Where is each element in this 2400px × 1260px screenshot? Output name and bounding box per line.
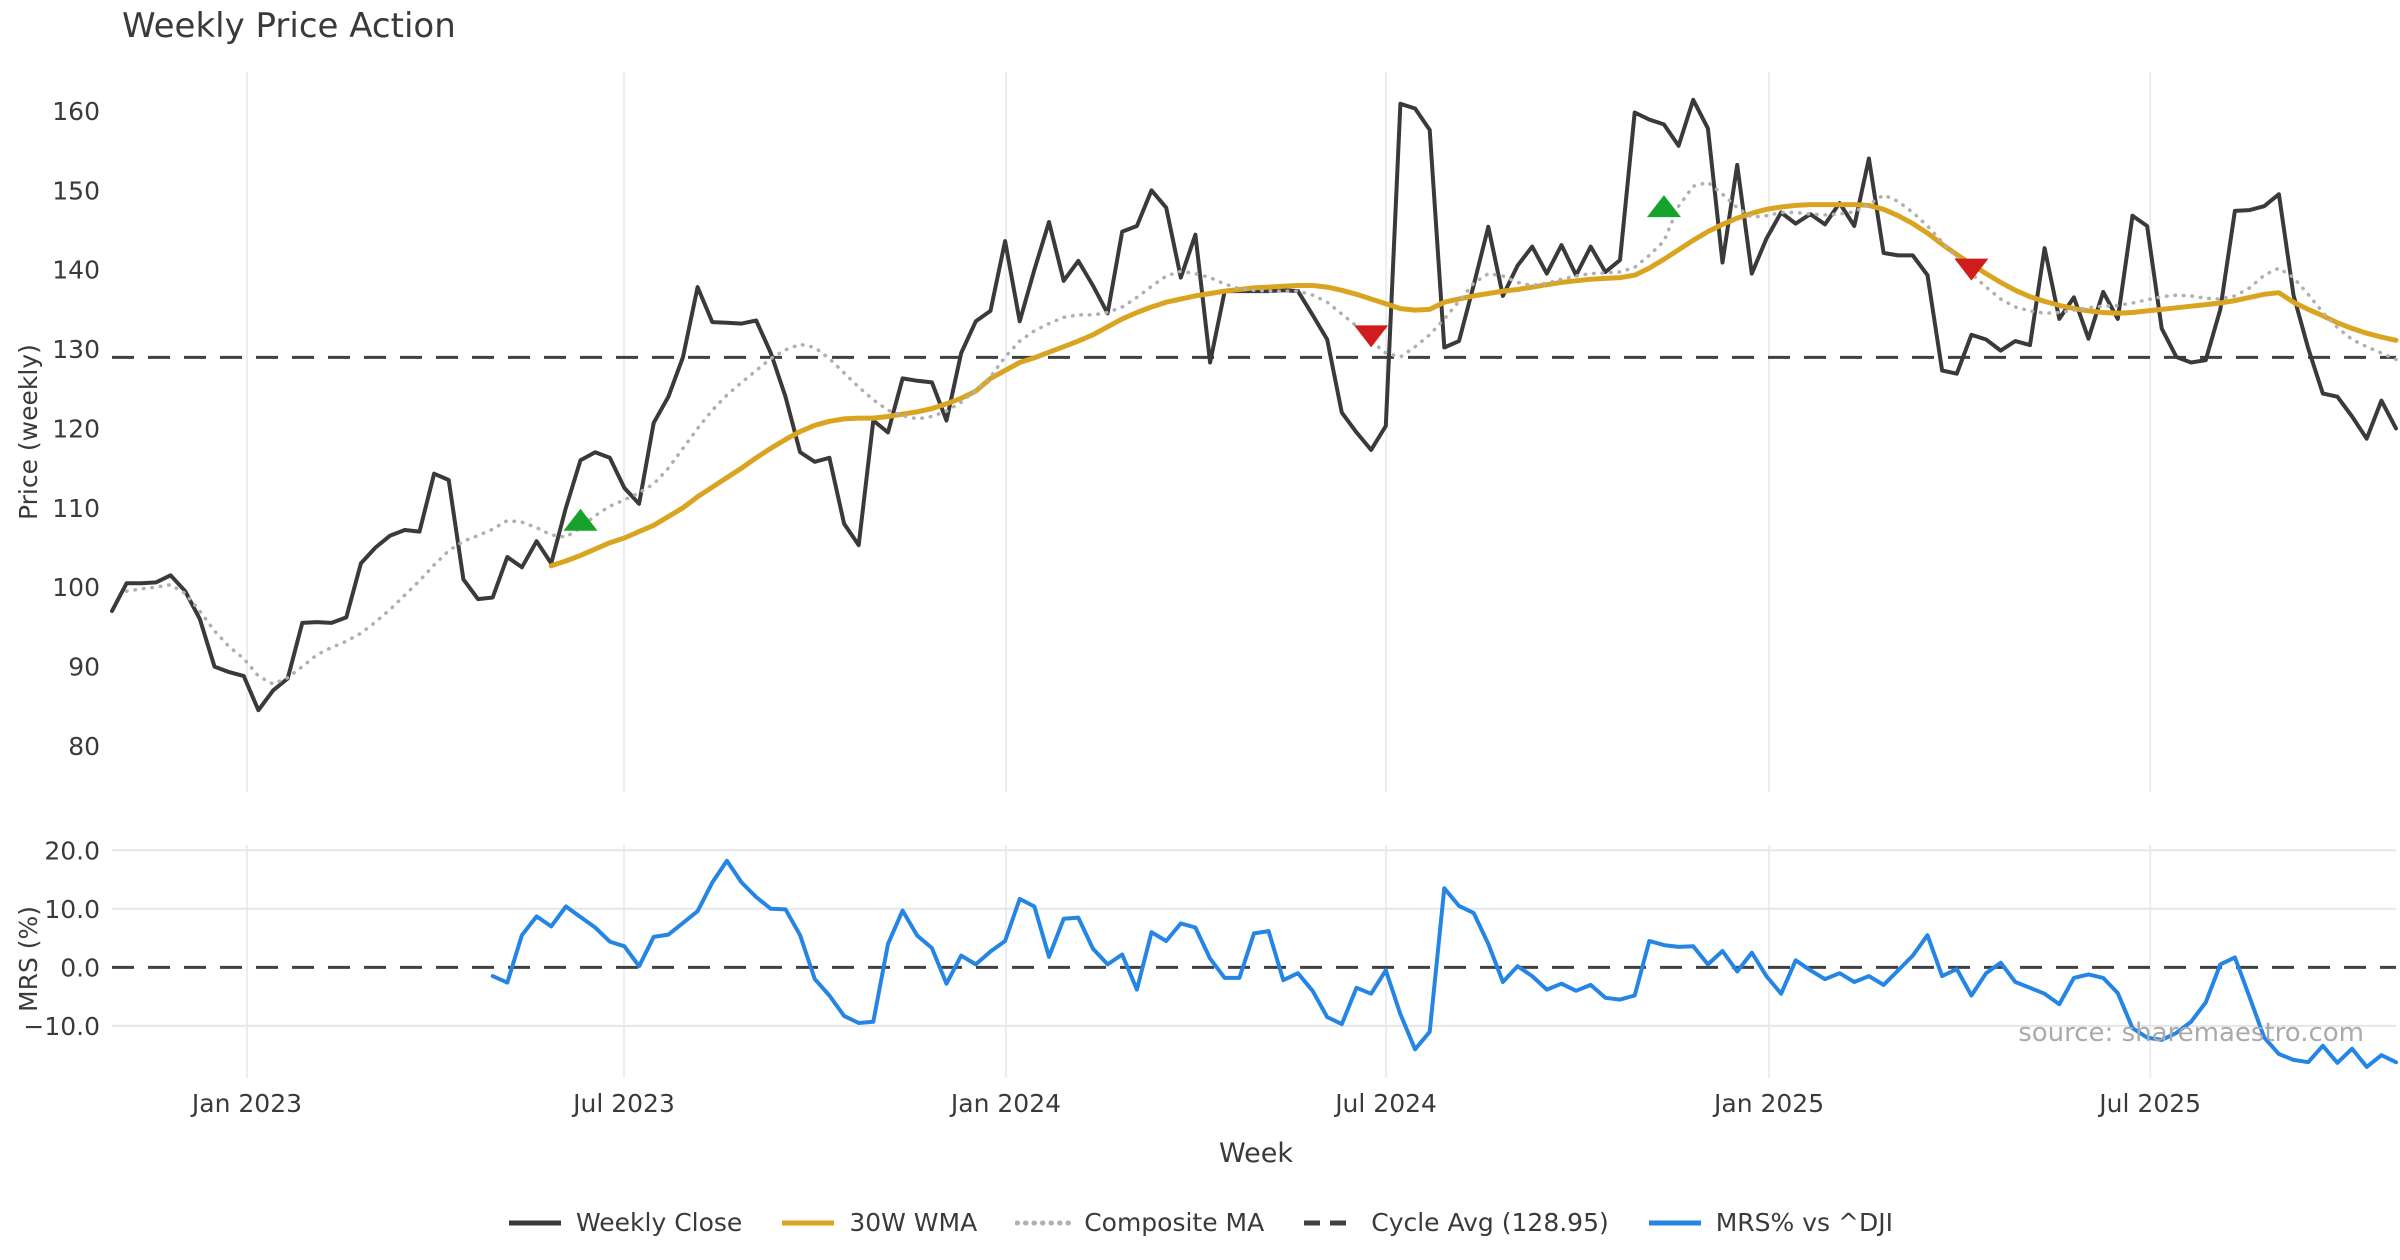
data-series [110, 97, 2399, 1069]
axis-ticks: Jan 2023 Jul 2023 Jan 2024 Jul 2024 Jan 2025… [23, 97, 2201, 1118]
x-tick-label: Jul 2025 [2097, 1089, 2201, 1118]
sell-marker-icon [1354, 325, 1389, 348]
y-tick-label: 130 [52, 335, 100, 364]
series-weekly-close [110, 97, 2398, 713]
legend-label: Composite MA [1084, 1208, 1265, 1237]
x-tick-label: Jan 2023 [190, 1089, 302, 1118]
y-tick-label: 110 [52, 494, 100, 523]
price-axis-label: Price (weekly) [14, 344, 43, 520]
legend-swatch-dotted-icon [1015, 1220, 1072, 1225]
y-tick-label: 150 [52, 176, 100, 205]
x-axis-label: Week [1219, 1138, 1293, 1169]
x-tick-label: Jul 2024 [1333, 1089, 1437, 1118]
legend-item: Weekly Close [507, 1208, 742, 1237]
series-30w-wma [548, 202, 2399, 569]
y-tick-label: 10.0 [44, 895, 100, 924]
series-composite-ma [124, 180, 2398, 686]
x-tick-label: Jan 2025 [1712, 1089, 1824, 1118]
y-tick-label: 100 [52, 573, 100, 602]
buy-marker-icon [563, 508, 598, 531]
buy-marker-icon [1646, 195, 1681, 218]
legend-swatch-solid-icon [782, 1220, 835, 1225]
y-tick-label: 0.0 [60, 953, 100, 982]
legend-item: Composite MA [1015, 1208, 1264, 1237]
legend-swatch-dashed-icon [1304, 1220, 1357, 1225]
y-tick-label: 80 [68, 732, 100, 761]
y-tick-label: 120 [52, 414, 100, 443]
y-tick-label: 90 [68, 653, 100, 682]
signal-markers [563, 195, 1989, 531]
source-watermark: source: sharemaestro.com [2018, 1018, 2364, 1048]
legend-swatch-solid-icon [509, 1220, 562, 1225]
gridlines [112, 72, 2396, 1078]
y-tick-label: 20.0 [44, 836, 100, 865]
legend-label: MRS% vs ^DJI [1715, 1208, 1893, 1237]
y-tick-label: 140 [52, 256, 100, 285]
y-tick-label: 160 [52, 97, 100, 126]
mrs-axis-label: MRS (%) [14, 905, 43, 1012]
sell-marker-icon [1954, 258, 1989, 281]
legend-item: Cycle Avg (128.95) [1302, 1208, 1609, 1237]
x-tick-label: Jan 2024 [949, 1089, 1061, 1118]
x-tick-label: Jul 2023 [571, 1089, 675, 1118]
legend-label: Cycle Avg (128.95) [1371, 1208, 1609, 1237]
legend-item: MRS% vs ^DJI [1647, 1208, 1893, 1237]
legend-label: 30W WMA [849, 1208, 978, 1237]
legend: Weekly Close 30W WMA Composite MA Cycle Avg… [0, 1208, 2400, 1237]
y-tick-label: −10.0 [23, 1012, 100, 1041]
series-mrs-vs-dji [490, 858, 2398, 1069]
legend-item: 30W WMA [780, 1208, 977, 1237]
legend-label: Weekly Close [576, 1208, 743, 1237]
chart-title: Weekly Price Action [122, 6, 456, 46]
legend-swatch-solid-icon [1648, 1220, 1701, 1225]
